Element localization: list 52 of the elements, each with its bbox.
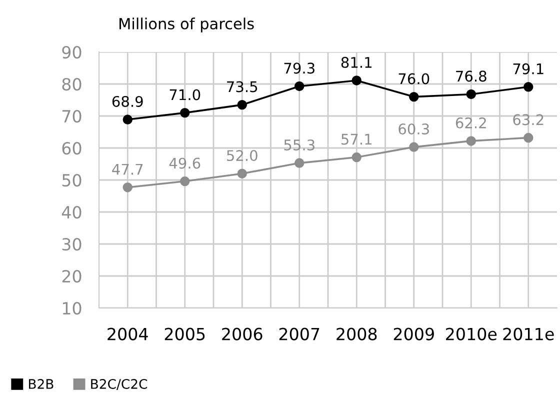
y-tick-label: 40 <box>62 206 82 219</box>
data-label: 71.0 <box>170 89 200 100</box>
y-tick-label: 30 <box>62 238 82 251</box>
y-tick-label: 10 <box>62 302 82 315</box>
point <box>524 132 534 143</box>
y-tick-label: 50 <box>62 174 82 187</box>
y-tick-label: 60 <box>62 142 82 155</box>
x-tick-label: 2009 <box>394 328 434 340</box>
x-tick-label: 2004 <box>108 328 148 340</box>
point <box>409 92 419 102</box>
data-label: 68.9 <box>112 96 143 107</box>
data-label: 47.7 <box>112 164 143 175</box>
point <box>352 76 362 86</box>
data-label: 55.3 <box>284 139 314 150</box>
x-tick-label: 2005 <box>164 328 205 340</box>
data-label: 81.1 <box>341 56 372 68</box>
point <box>180 176 190 186</box>
point <box>122 182 132 192</box>
point <box>237 100 247 110</box>
x-tick-label: 2006 <box>222 328 262 340</box>
x-tick-label: 2007 <box>279 328 320 340</box>
point <box>524 82 534 92</box>
data-label: 60.3 <box>398 123 429 134</box>
data-label: 76.0 <box>398 73 430 84</box>
x-tick-label: 2010e <box>446 328 497 340</box>
data-label: 49.6 <box>169 158 200 169</box>
data-label: 73.5 <box>227 81 258 92</box>
data-label: 62.2 <box>456 117 486 128</box>
point <box>294 81 304 92</box>
point <box>237 168 247 178</box>
data-label: 79.1 <box>513 63 544 74</box>
data-label: 57.1 <box>342 134 372 145</box>
point <box>122 114 132 124</box>
x-tick-label: 2011e <box>503 328 554 340</box>
legend-label: B2B <box>29 378 54 389</box>
point <box>466 89 476 100</box>
point <box>466 136 476 146</box>
data-label: 52.0 <box>227 150 258 162</box>
legend-label: B2C/C2C <box>91 378 148 390</box>
point <box>180 108 190 118</box>
x-tick-label: 2008 <box>336 328 377 340</box>
chart-title: Millions of parcels <box>120 18 254 32</box>
y-tick-label: 70 <box>62 110 82 123</box>
point <box>352 152 362 162</box>
data-label: 76.8 <box>456 70 486 82</box>
y-tick-label: 90 <box>62 46 82 59</box>
y-tick-label: 20 <box>62 270 82 283</box>
data-label: 79.3 <box>284 62 314 74</box>
point <box>294 158 304 168</box>
point <box>409 142 419 152</box>
data-label: 63.2 <box>513 114 544 126</box>
y-tick-label: 80 <box>62 78 82 91</box>
